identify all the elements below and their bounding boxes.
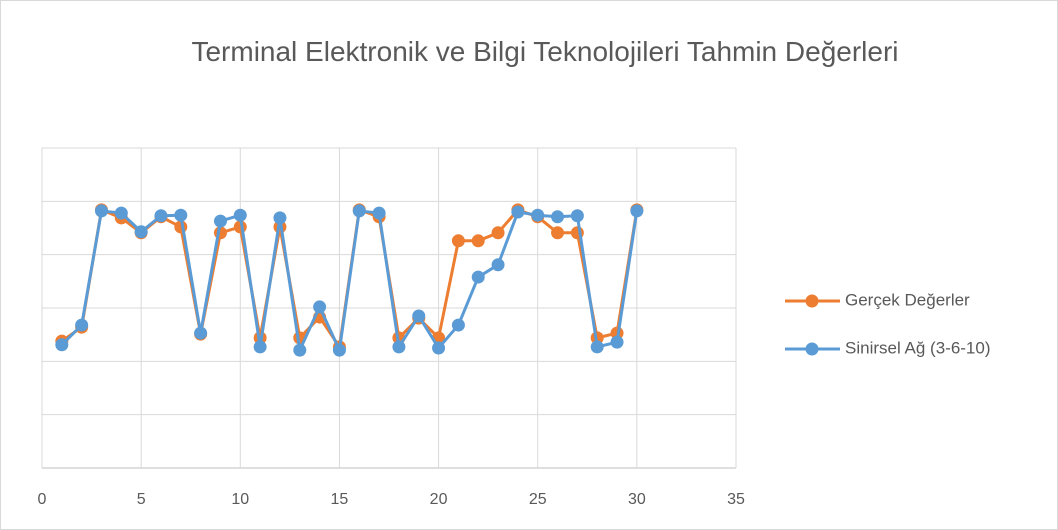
data-point	[471, 270, 485, 284]
data-point	[233, 208, 247, 222]
data-point	[570, 209, 584, 223]
data-point	[551, 210, 565, 224]
data-point	[352, 204, 366, 218]
legend-label: Sinirsel Ağ (3-6-10)	[845, 338, 991, 357]
data-point	[590, 340, 604, 354]
data-point	[332, 343, 346, 357]
data-point	[511, 205, 525, 219]
x-tick-label: 5	[137, 491, 146, 508]
x-tick-label: 25	[529, 491, 547, 508]
data-point	[154, 209, 168, 223]
data-point	[412, 309, 426, 323]
legend-marker	[805, 342, 819, 356]
series-line	[60, 209, 639, 352]
legend-marker	[805, 294, 819, 308]
data-point	[134, 225, 148, 239]
data-point	[432, 341, 446, 355]
data-point	[213, 214, 227, 228]
data-point	[194, 326, 208, 340]
x-tick-label: 20	[430, 491, 448, 508]
data-point	[491, 258, 505, 272]
data-point	[551, 226, 565, 240]
x-tick-label: 10	[231, 491, 249, 508]
data-point	[55, 338, 69, 352]
data-point	[491, 226, 505, 240]
x-tick-label: 0	[38, 491, 47, 508]
data-point	[531, 208, 545, 222]
data-point	[451, 234, 465, 248]
data-point	[94, 204, 108, 218]
x-tick-label: 30	[628, 491, 646, 508]
x-tick-label: 35	[727, 491, 745, 508]
data-point	[253, 340, 267, 354]
data-point	[451, 318, 465, 332]
legend-label: Gerçek Değerler	[845, 290, 970, 309]
data-point	[610, 335, 624, 349]
data-point	[273, 211, 287, 225]
data-point	[392, 340, 406, 354]
data-point	[174, 208, 188, 222]
x-tick-label: 15	[331, 491, 349, 508]
data-point	[293, 343, 307, 357]
data-point	[372, 206, 386, 220]
data-point	[313, 300, 327, 314]
data-point	[471, 234, 485, 248]
data-point	[114, 206, 128, 220]
chart-title: Terminal Elektronik ve Bilgi Teknolojile…	[191, 36, 899, 67]
data-point	[630, 204, 644, 218]
data-point	[75, 318, 89, 332]
